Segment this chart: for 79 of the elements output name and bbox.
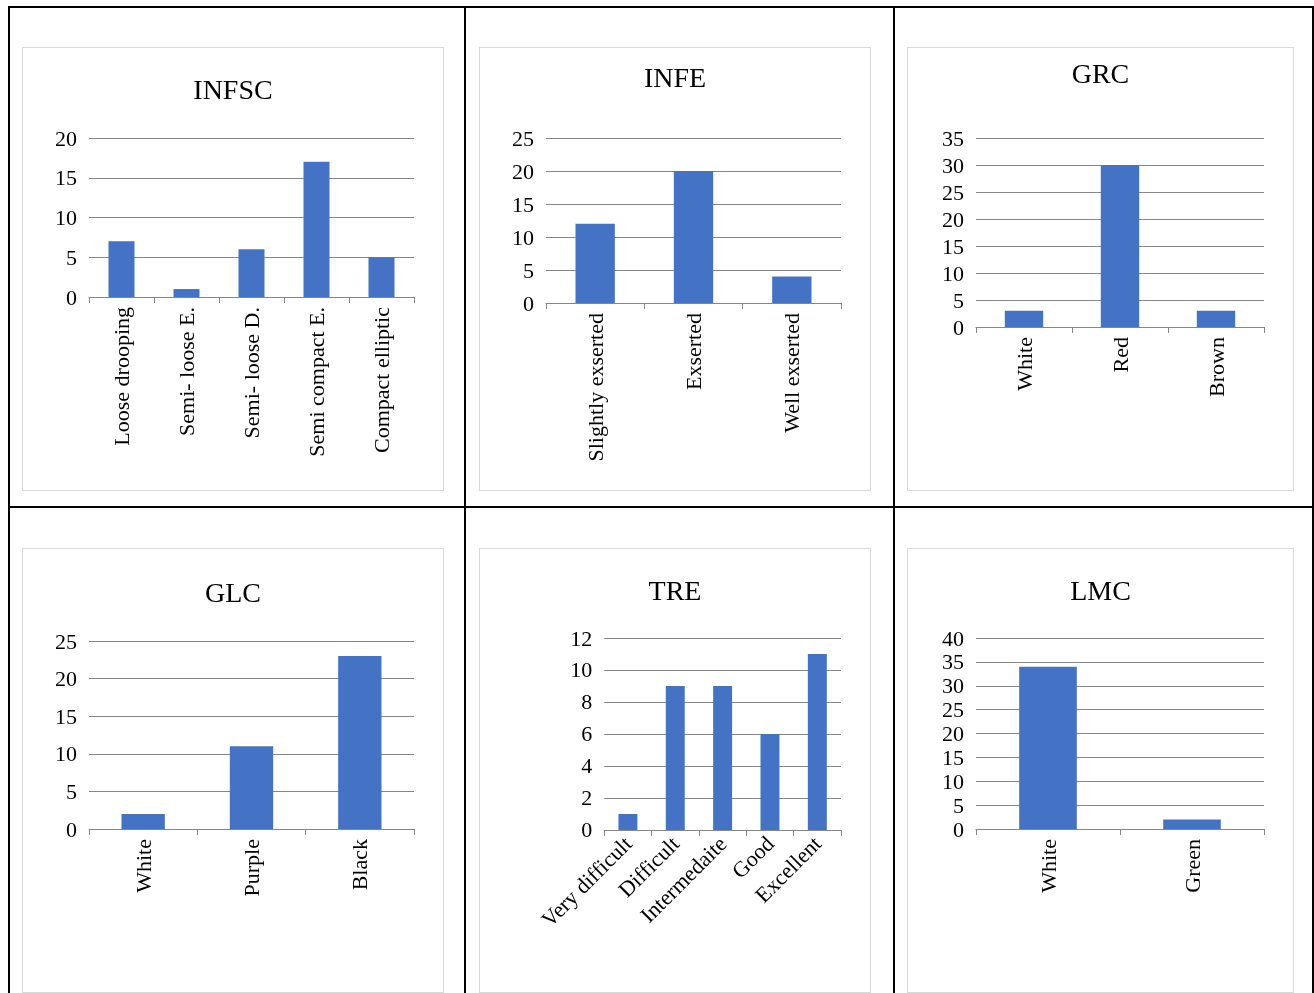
y-tick-label: 15 — [512, 191, 534, 217]
bar — [760, 733, 780, 830]
y-tick-label: 8 — [581, 689, 593, 715]
y-tick-label: 10 — [570, 657, 593, 683]
chart-title: GLC — [205, 576, 261, 608]
y-tick-label: 5 — [953, 287, 964, 313]
bar — [303, 161, 330, 297]
x-tick-label: Compact elliptic — [369, 306, 394, 454]
y-tick-label: 25 — [55, 628, 77, 654]
x-tick-label: Semi- loose E. — [174, 307, 199, 436]
bar — [772, 276, 812, 303]
x-tick-label: White — [130, 839, 156, 893]
x-tick-label: White — [1035, 839, 1061, 893]
y-tick-label: 20 — [55, 666, 77, 692]
x-tick-label: White — [1011, 337, 1037, 391]
y-tick-label: 5 — [66, 778, 77, 804]
y-tick-label: 30 — [942, 152, 964, 178]
y-tick-label: 25 — [942, 697, 964, 723]
y-tick-label: 15 — [942, 233, 964, 259]
x-tick-label: Purple — [239, 839, 264, 897]
y-tick-label: 20 — [512, 158, 534, 184]
y-tick-label: 10 — [942, 768, 964, 794]
x-tick-label: Well exserted — [779, 313, 805, 433]
bar — [368, 257, 395, 297]
y-tick-label: 10 — [55, 205, 77, 230]
bar — [575, 223, 615, 303]
y-tick-label: 5 — [953, 792, 964, 818]
y-tick-label: 25 — [942, 179, 964, 205]
x-tick-label: Semi- loose D. — [239, 307, 264, 439]
bar — [121, 813, 165, 829]
y-tick-label: 15 — [55, 703, 77, 729]
x-tick-label: Black — [347, 839, 373, 891]
bar — [108, 241, 135, 297]
y-tick-label: 25 — [512, 125, 534, 151]
y-tick-label: 4 — [581, 753, 593, 779]
y-tick-label: 10 — [942, 260, 964, 286]
y-tick-label: 20 — [942, 721, 964, 746]
bar — [238, 249, 265, 297]
x-tick-label: Exserted — [681, 313, 706, 390]
chart-title: LMC — [1070, 574, 1131, 606]
y-tick-label: 6 — [581, 721, 593, 747]
chart-title: INFE — [643, 61, 707, 93]
y-tick-label: 5 — [523, 257, 534, 283]
bar — [807, 654, 827, 830]
y-tick-label: 30 — [942, 673, 964, 699]
y-tick-label: 15 — [942, 744, 964, 770]
bar — [673, 171, 714, 303]
y-tick-label: 0 — [523, 290, 534, 316]
y-tick-label: 0 — [953, 314, 964, 340]
y-tick-label: 20 — [55, 125, 77, 151]
y-tick-label: 0 — [581, 817, 593, 843]
y-tick-label: 35 — [942, 125, 964, 151]
y-tick-label: 15 — [55, 165, 77, 191]
y-tick-label: 0 — [66, 816, 77, 842]
y-tick-label: 10 — [55, 741, 77, 767]
bar — [618, 813, 638, 830]
x-tick-label: Brown — [1203, 337, 1229, 397]
x-tick-label: Red — [1107, 337, 1133, 373]
chart-title: INFSC — [193, 73, 273, 105]
bar — [665, 685, 685, 830]
bar — [713, 685, 733, 830]
y-tick-label: 35 — [942, 649, 964, 675]
x-tick-label: Semi compact E. — [304, 307, 329, 457]
chart-title: GRC — [1071, 57, 1130, 89]
y-tick-label: 2 — [581, 785, 593, 811]
y-tick-label: 12 — [570, 625, 593, 651]
bar — [338, 656, 382, 829]
y-tick-label: 10 — [512, 224, 534, 250]
y-tick-label: 0 — [66, 284, 77, 310]
x-tick-label: Green — [1179, 839, 1205, 893]
y-tick-label: 5 — [66, 244, 77, 270]
y-tick-label: 40 — [942, 625, 964, 651]
x-tick-label: Loose drooping — [109, 307, 134, 446]
bar — [173, 289, 200, 297]
x-tick-label: Slightly exserted — [582, 313, 608, 462]
y-tick-label: 0 — [953, 816, 964, 842]
chart-title: TRE — [648, 574, 702, 606]
y-tick-label: 20 — [942, 206, 964, 232]
bar — [229, 746, 274, 829]
